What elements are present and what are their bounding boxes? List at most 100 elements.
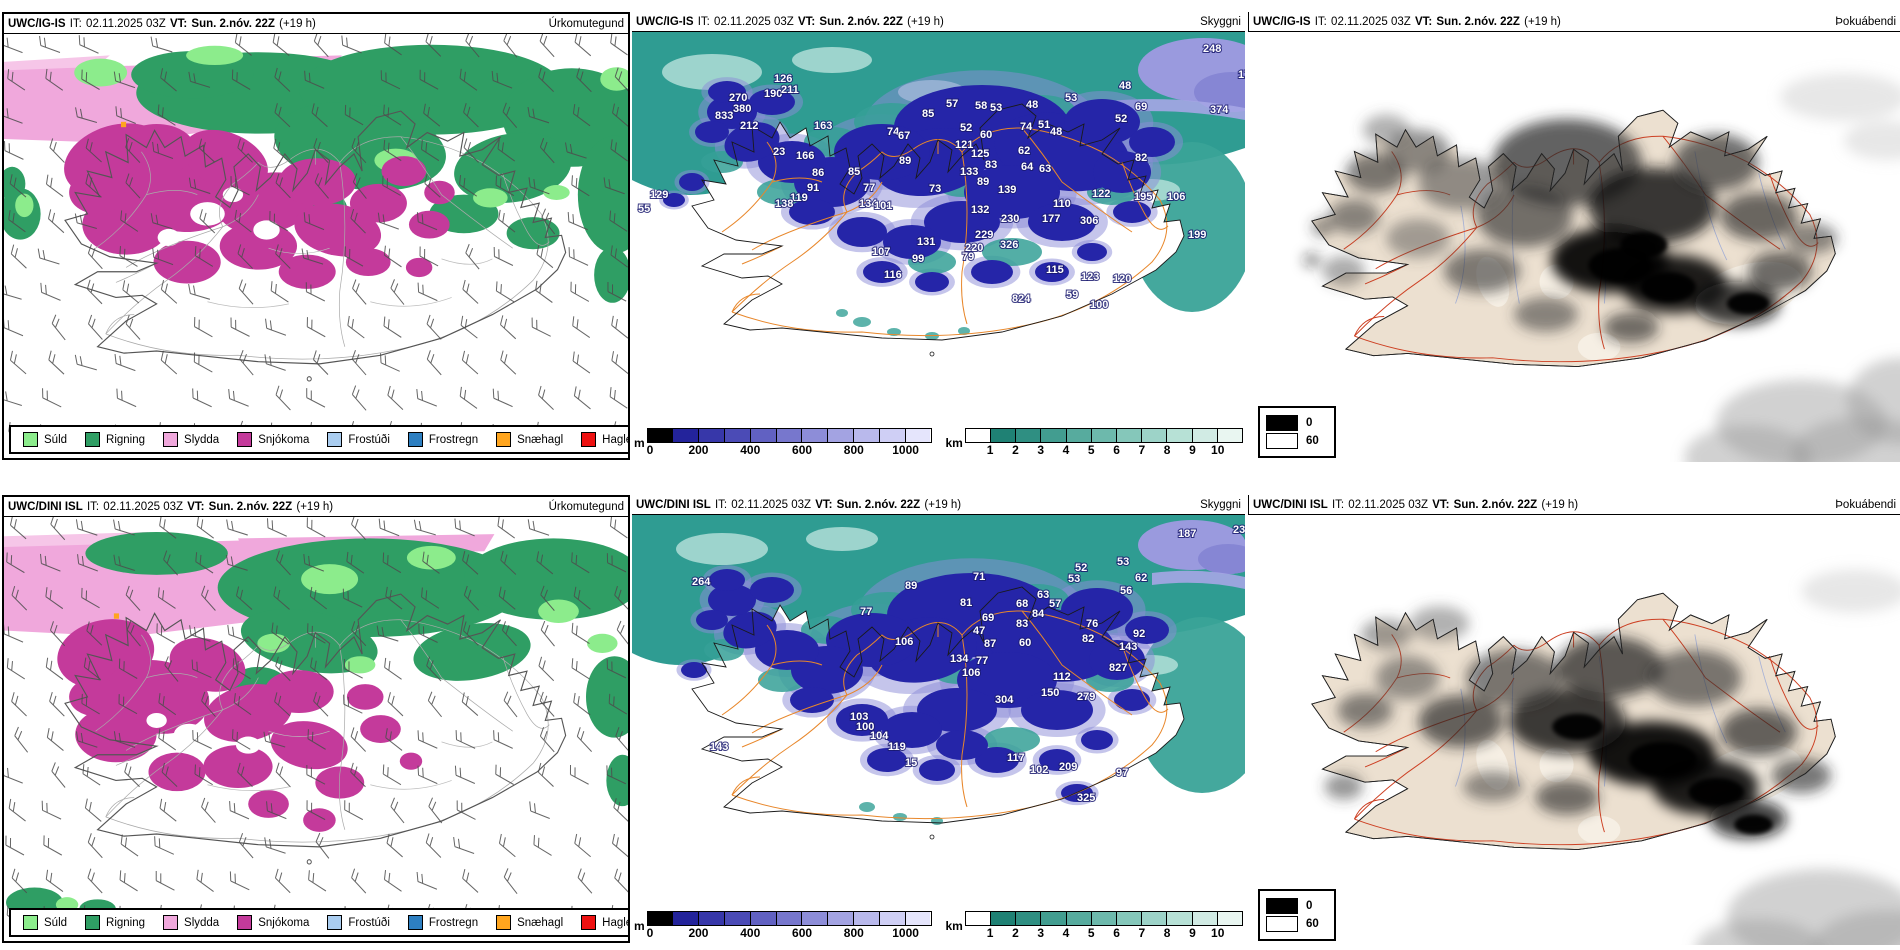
legend-swatch <box>327 915 343 930</box>
product-label: Skyggni <box>1200 16 1241 28</box>
svg-text:129: 129 <box>650 189 668 201</box>
svg-text:52: 52 <box>1115 113 1127 125</box>
svg-text:230: 230 <box>1001 213 1019 225</box>
svg-text:325: 325 <box>1077 792 1095 804</box>
fog-indicator-map[interactable] <box>1248 32 1900 462</box>
model-name: UWC/IG-IS <box>636 16 694 28</box>
legend-item: Haglél <box>581 432 628 447</box>
legend-label: Frostregn <box>428 916 479 929</box>
fog-scale-item: 0 <box>1266 415 1328 431</box>
legend-item: Slydda <box>163 432 219 447</box>
model-name: UWC/IG-IS <box>8 18 66 30</box>
legend-item: Haglél <box>581 915 628 930</box>
precip-type-map[interactable]: Súld Rigning Slydda Snjókoma Frostúði Frostre… <box>4 517 628 941</box>
svg-text:81: 81 <box>960 597 972 609</box>
fog-indicator-map[interactable] <box>1248 515 1900 945</box>
legend-item: Frostúði <box>327 432 390 447</box>
colorbar-tick: 2 <box>1012 443 1019 457</box>
roads-layer <box>721 610 1169 820</box>
legend-swatch <box>496 915 512 930</box>
svg-text:57: 57 <box>946 98 958 110</box>
coastline <box>691 103 1185 341</box>
svg-text:99: 99 <box>912 253 924 265</box>
svg-text:112: 112 <box>1053 671 1071 683</box>
legend-item: Frostúði <box>327 915 390 930</box>
legend-label: Slydda <box>184 916 220 929</box>
svg-text:23: 23 <box>773 146 785 158</box>
wind-barbs-layer <box>4 34 628 446</box>
svg-text:374: 374 <box>1210 104 1229 116</box>
legend-item: Frostregn <box>407 915 479 930</box>
colorbar-tick: 6 <box>1113 926 1120 940</box>
colorbar-unit: km <box>945 919 963 933</box>
svg-text:150: 150 <box>1041 687 1059 699</box>
precip-map-svg <box>4 34 628 446</box>
legend-swatch <box>496 432 512 447</box>
panel-precip-type-dini: UWC/DINI ISL IT: 02.11.2025 03Z VT: Sun.… <box>2 495 630 943</box>
svg-text:106: 106 <box>895 636 913 648</box>
svg-text:209: 209 <box>1059 761 1077 773</box>
wind-barbs-layer <box>4 517 628 929</box>
svg-text:67: 67 <box>898 130 910 142</box>
colorbar-tick: 200 <box>688 443 709 457</box>
colorbar-tick: 600 <box>792 926 813 940</box>
svg-text:89: 89 <box>899 155 911 167</box>
fog-scale-label: 60 <box>1306 435 1319 447</box>
legend-label: Snæhagl <box>517 916 564 929</box>
legend-swatch <box>407 915 423 930</box>
sea-smoke <box>1695 869 1900 945</box>
fog-scale-legend: 0 60 <box>1258 889 1336 941</box>
svg-text:89: 89 <box>977 176 989 188</box>
colorbar-tick: 3 <box>1037 443 1045 457</box>
colorbar-tick: 3 <box>1037 926 1045 940</box>
colorbar-tick: 2 <box>1012 926 1019 940</box>
visibility-layers: 1872392641437181694787771061348977106525… <box>632 515 1245 840</box>
legend-swatch <box>237 432 253 447</box>
legend-label: Frostúði <box>348 433 390 446</box>
legend-item: Frostregn <box>407 432 478 447</box>
legend-label: Súld <box>44 916 68 929</box>
svg-text:92: 92 <box>1133 628 1145 640</box>
product-label: Skyggni <box>1200 499 1241 511</box>
svg-text:52: 52 <box>960 122 972 134</box>
svg-text:83: 83 <box>985 159 997 171</box>
panel-header: UWC/DINI ISL IT: 02.11.2025 03Z VT: Sun.… <box>632 495 1245 515</box>
colorbar-tick: 200 <box>688 926 709 940</box>
fog-scale-swatch <box>1266 433 1298 449</box>
svg-text:190: 190 <box>764 88 782 100</box>
panel-header: UWC/IG-IS IT: 02.11.2025 03Z VT: Sun. 2.… <box>1248 12 1900 32</box>
colorbar-tick: 7 <box>1138 926 1146 940</box>
svg-text:91: 91 <box>807 182 819 194</box>
svg-text:117: 117 <box>1007 752 1025 764</box>
legend-label: Snæhagl <box>517 433 564 446</box>
legend-label: Haglél <box>602 433 628 446</box>
legend-label: Slydda <box>184 433 220 446</box>
svg-text:187: 187 <box>1178 528 1196 540</box>
panel-visibility-igis: UWC/IG-IS IT: 02.11.2025 03Z VT: Sun. 2.… <box>632 12 1245 468</box>
svg-text:116: 116 <box>884 269 902 281</box>
svg-text:71: 71 <box>973 571 985 583</box>
visibility-map[interactable]: 1872392641437181694787771061348977106525… <box>632 515 1245 911</box>
svg-text:121: 121 <box>955 139 973 151</box>
precip-type-map[interactable]: Súld Rigning Slydda Snjókoma Frostúði Frostre… <box>4 34 628 458</box>
legend-item: Snæhagl <box>496 432 563 447</box>
colorbar-tick: 6 <box>1113 443 1120 457</box>
legend-label: Súld <box>44 433 68 446</box>
legend-item: Súld <box>23 432 67 447</box>
svg-text:143: 143 <box>1119 641 1137 653</box>
svg-text:47: 47 <box>973 625 985 637</box>
legend-label: Rigning <box>106 916 146 929</box>
legend-label: Snjókoma <box>258 433 310 446</box>
svg-text:212: 212 <box>740 120 758 132</box>
svg-text:119: 119 <box>790 192 808 204</box>
svg-text:62: 62 <box>1018 145 1030 157</box>
legend-item: Snjókoma <box>237 432 309 447</box>
svg-text:104: 104 <box>870 730 889 742</box>
model-name: UWC/IG-IS <box>1253 16 1311 28</box>
fog-scale-item: 0 <box>1266 898 1328 914</box>
panel-header: UWC/DINI ISL IT: 02.11.2025 03Z VT: Sun.… <box>4 497 628 517</box>
svg-text:143: 143 <box>710 741 728 753</box>
panel-header: UWC/IG-IS IT: 02.11.2025 03Z VT: Sun. 2.… <box>632 12 1245 32</box>
